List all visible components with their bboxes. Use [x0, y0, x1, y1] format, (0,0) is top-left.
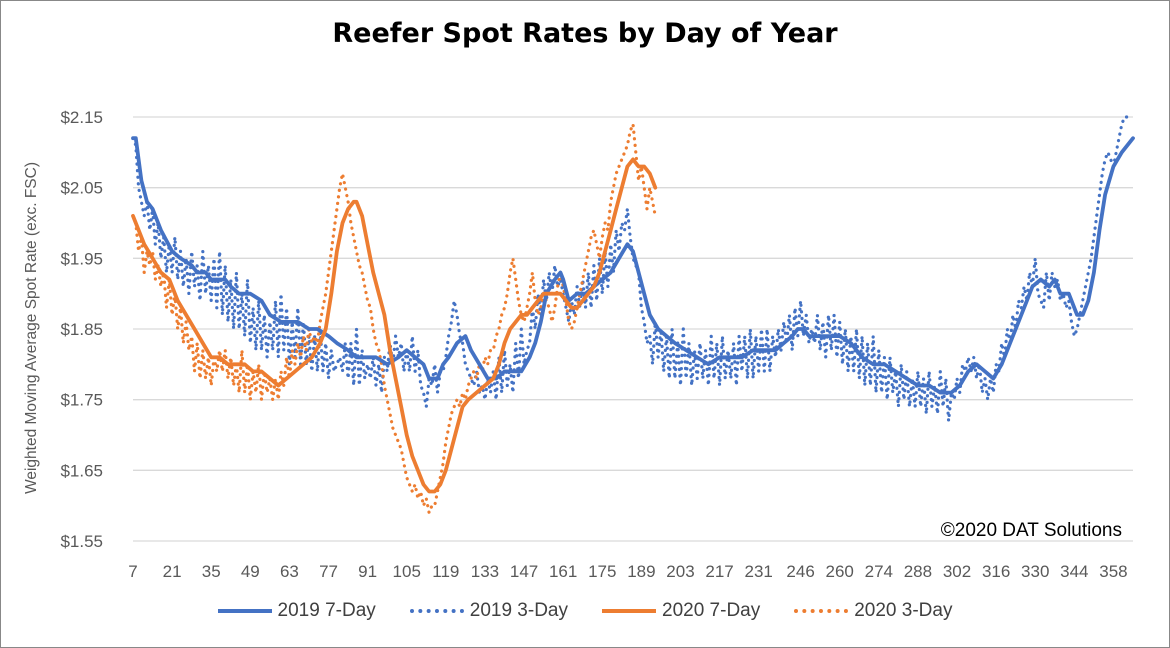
y-tick-label: $1.65	[60, 461, 103, 480]
x-tick-label: 49	[241, 562, 260, 581]
x-tick-label: 119	[432, 562, 459, 581]
legend-swatch-2019-3-day	[409, 609, 464, 613]
series-line-2019-3-day	[131, 115, 1135, 423]
legend-swatch-2020-3-day	[794, 609, 849, 613]
x-tick-label: 35	[202, 562, 221, 581]
series-line-2020-3-day	[131, 122, 657, 515]
x-tick-label: 288	[904, 562, 932, 581]
legend-swatch-2020-7-day	[602, 609, 656, 613]
x-tick-label: 231	[745, 562, 773, 581]
y-tick-label: $1.95	[60, 249, 103, 268]
legend-item-2020-3-day: 2020 3-Day	[794, 600, 952, 622]
x-tick-label: 330	[1021, 562, 1049, 581]
x-tick-label: 344	[1060, 562, 1088, 581]
x-tick-label: 217	[705, 562, 733, 581]
y-tick-label: $1.75	[60, 391, 103, 410]
legend-label-2019-7-day: 2019 7-Day	[277, 600, 376, 621]
x-tick-label: 7	[128, 562, 137, 581]
x-tick-label: 21	[163, 562, 182, 581]
x-tick-label: 358	[1099, 562, 1127, 581]
x-tick-label: 77	[319, 562, 338, 581]
chart-title: Reefer Spot Rates by Day of Year	[332, 18, 838, 49]
x-tick-label: 203	[666, 562, 694, 581]
y-tick-label: $1.55	[60, 532, 103, 551]
legend-item-2019-7-day: 2019 7-Day	[217, 600, 376, 622]
legend-label-2020-3-day: 2020 3-Day	[854, 600, 953, 621]
legend-swatch-2019-7-day	[217, 609, 272, 613]
x-tick-label: 175	[588, 562, 616, 581]
x-tick-label: 189	[627, 562, 655, 581]
x-tick-label: 161	[549, 562, 577, 581]
legend-label-2020-7-day: 2020 7-Day	[662, 600, 761, 621]
y-tick-label: $2.15	[60, 108, 103, 127]
x-tick-label: 316	[982, 562, 1010, 581]
x-tick-label: 274	[865, 562, 893, 581]
series-line-2020-7-day	[131, 157, 658, 494]
x-tick-label: 105	[393, 562, 421, 581]
x-tick-label: 147	[510, 562, 538, 581]
x-tick-label: 91	[358, 562, 377, 581]
legend-label-2019-3-day: 2019 3-Day	[469, 600, 568, 621]
legend-item-2020-7-day: 2020 7-Day	[602, 600, 760, 622]
series-line-2019-7-day	[131, 136, 1135, 395]
x-tick-label: 246	[786, 562, 814, 581]
legend-item-2019-3-day: 2019 3-Day	[409, 600, 568, 622]
x-tick-label: 63	[280, 562, 299, 581]
y-tick-label: $1.85	[60, 320, 103, 339]
x-tick-label: 302	[943, 562, 971, 581]
copyright-annotation: ©2020 DAT Solutions	[940, 520, 1122, 541]
x-tick-label: 260	[826, 562, 854, 581]
legend: 2019 7-Day 2019 3-Day 2020 7-Day 2020 3-…	[0, 600, 1170, 622]
x-tick-label: 133	[471, 562, 499, 581]
y-tick-label: $2.05	[60, 179, 103, 198]
